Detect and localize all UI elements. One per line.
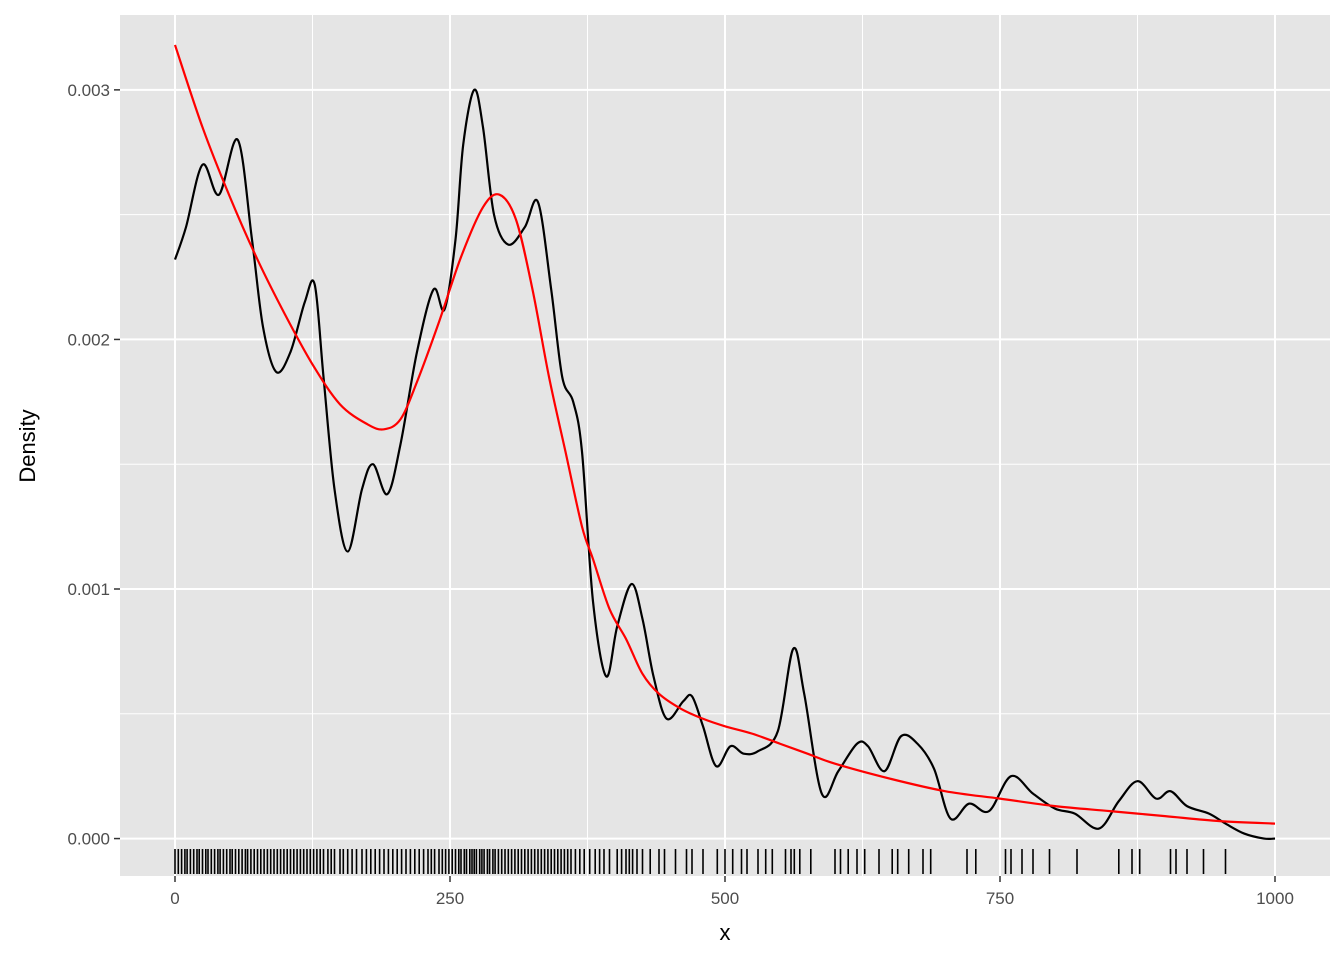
y-tick-label: 0.002 (67, 330, 110, 349)
x-tick-label: 250 (436, 889, 464, 908)
y-tick-label: 0.000 (67, 830, 110, 849)
x-tick-label: 1000 (1256, 889, 1294, 908)
x-axis-title: x (720, 920, 731, 945)
rug-marks (174, 849, 1227, 874)
x-tick-label: 750 (986, 889, 1014, 908)
series-lines (173, 44, 1276, 841)
grid-major (120, 15, 1330, 876)
x-tick-label: 500 (711, 889, 739, 908)
y-axis-title: Density (15, 409, 40, 482)
x-tick-label: 0 (170, 889, 179, 908)
kde-density-line (173, 88, 1276, 841)
y-tick-label: 0.001 (67, 580, 110, 599)
y-axis-ticks: 0.000 0.001 0.002 0.003 (67, 81, 120, 849)
x-axis-ticks: 0 250 500 750 1000 (170, 876, 1294, 908)
fitted-density-line (173, 44, 1276, 825)
y-tick-label: 0.003 (67, 81, 110, 100)
